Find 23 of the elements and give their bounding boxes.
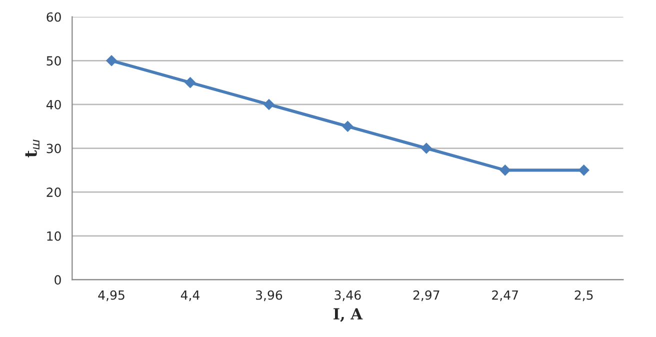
y-tick-label: 30 [46,144,61,154]
x-tick-label: 4,4 [180,290,200,302]
y-tick-label: 20 [46,188,61,198]
x-tick-label: 2,97 [413,290,440,302]
x-tick-label: 3,96 [256,290,282,302]
y-tick-label: 0 [54,275,61,285]
y-tick-label: 10 [47,231,61,241]
point [106,55,117,66]
x-tick-label: 3,46 [334,290,361,302]
point [264,99,274,110]
y-axis-title: t$_{ш}$ [25,140,40,158]
x-axis-title: I, A [334,308,363,322]
x-tick-label: 4,95 [98,290,124,302]
point [342,120,354,132]
x-tick-label: 2,5 [574,290,593,302]
point [578,164,590,176]
x-tick-label: 2,47 [492,290,518,302]
point [420,142,432,154]
point [184,77,196,88]
y-tick-label: 50 [46,56,61,66]
y-tick-label: 40 [46,100,61,110]
y-tick-label: 60 [46,12,61,22]
point [500,164,511,176]
